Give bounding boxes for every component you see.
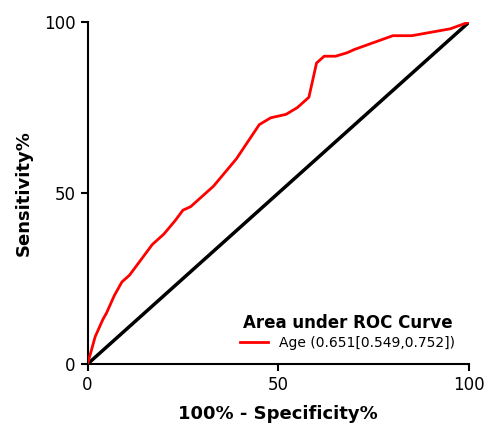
Y-axis label: Sensitivity%: Sensitivity% [15, 130, 33, 256]
X-axis label: 100% - Specificity%: 100% - Specificity% [178, 405, 378, 423]
Legend: Age (0.651[0.549,0.752]): Age (0.651[0.549,0.752]) [234, 307, 462, 357]
